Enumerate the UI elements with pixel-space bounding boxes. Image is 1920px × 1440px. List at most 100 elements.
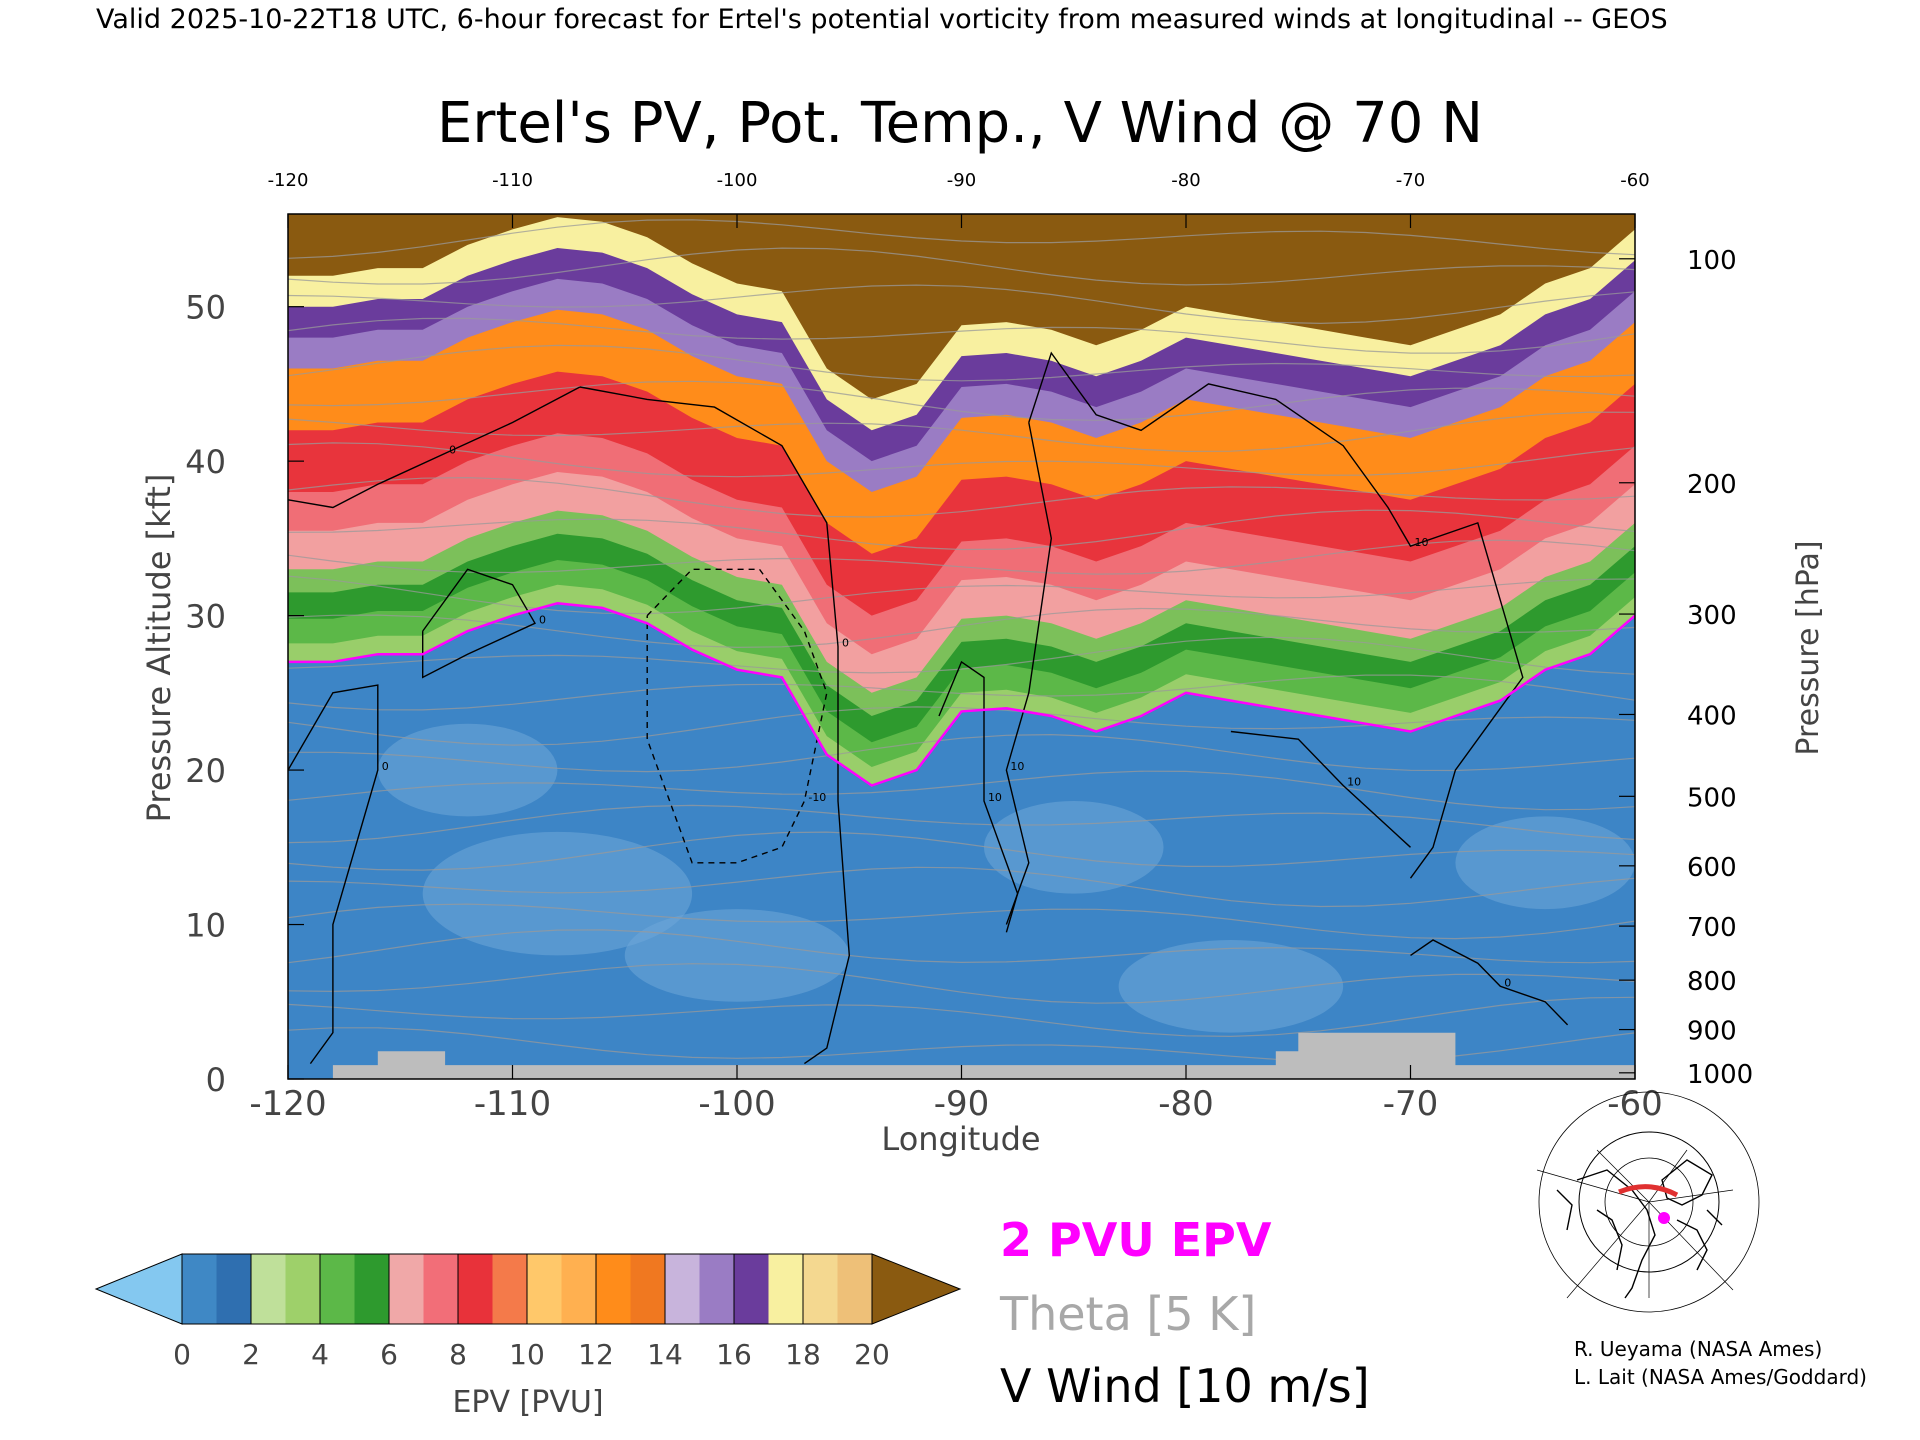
colorbar-bin [423,1254,459,1324]
epv-color-field [288,214,1635,1079]
y-tick-label: 50 [185,289,226,327]
v-wind-contour-1 [288,386,581,509]
v-wind-contour-6 [938,660,1019,933]
theta-contour-22 [288,317,1635,354]
colorbar-tick-label: 12 [578,1338,614,1371]
plot-area: 0 0 0 0 10 10 10 10 0 -10 [288,214,1635,1079]
colorbar-tick-label: 0 [173,1338,191,1371]
v-wind-contour-8 [1410,939,1569,1026]
colorbar-under-arrow [94,1253,183,1325]
y-tick-label: 0 [206,1061,226,1099]
theta-contour-5 [288,866,1635,908]
terrain-fill [288,1032,1635,1079]
colorbar-tick-label: 4 [311,1338,329,1371]
colorbar-bin [182,1254,217,1324]
theta-contour-21 [288,344,1635,382]
epv-band-11 [288,214,1635,400]
colorbar-bin [320,1254,355,1324]
pressure-tick-label: 100 [1687,246,1737,276]
colorbar-bin [803,1254,838,1324]
theta-contour-25 [288,219,1635,259]
x-top-tick-label: -70 [1396,170,1425,191]
colorbar-label: EPV [PVU] [452,1385,603,1420]
colorbar-bin [596,1254,631,1324]
theta-contour-20 [288,380,1635,421]
credit-line-1: R. Ueyama (NASA Ames) [1574,1337,1822,1361]
pressure-tick-label: 200 [1687,470,1737,500]
colorbar-bin [527,1254,562,1324]
valid-time-header: Valid 2025-10-22T18 UTC, 6-hour forecast… [96,4,1668,35]
pressure-tick-label: 300 [1687,601,1737,631]
v-wind-contour-label: 10 [1415,536,1429,549]
theta-contour-12 [288,636,1635,675]
v-wind-contour-2 [288,684,379,1065]
credit-line-2: L. Lait (NASA Ames/Goddard) [1574,1365,1867,1389]
theta-contour-23 [288,284,1635,325]
y-tick-label: 40 [185,443,226,481]
colorbar-tick-label: 14 [647,1338,683,1371]
colorbar-bin [354,1254,390,1324]
pressure-tick-label: 1000 [1687,1060,1753,1090]
y-tick-label: 20 [185,752,226,790]
theta-contour-18 [288,442,1635,478]
x-axis-bottom: -120 -110 -100 -90 -80 -70 -60 [249,1065,1663,1124]
x-tick-label: -110 [474,1084,551,1124]
x-top-tick-label: -120 [268,170,309,191]
theta-contour-3 [288,929,1635,964]
v-wind-contour-label: 0 [449,443,456,456]
theta-contour-7 [288,804,1635,844]
colorbar-bin [561,1254,597,1324]
v-wind-contour-label: 0 [1504,976,1511,989]
v-wind-contour-label: 10 [988,791,1002,804]
colorbar-bin [699,1254,735,1324]
legend-theta: Theta [5 K] [999,1287,1256,1341]
colorbar-tick-label: 20 [854,1338,890,1371]
light-epv-patch-0 [422,831,693,956]
x-tick-label: -80 [1158,1084,1214,1124]
theta-contour-2 [288,963,1635,1004]
pressure-tick-label: 400 [1687,701,1737,731]
x-top-tick-label: -60 [1620,170,1649,191]
colorbar-bin [251,1254,286,1324]
theta-contour-15 [288,539,1635,575]
theta-contour-4 [288,903,1635,940]
x-tick-label: -60 [1607,1084,1663,1124]
colorbar-bin [768,1254,804,1324]
colorbar-bin [216,1254,252,1324]
v-wind-contour-label: 0 [539,613,546,626]
v-wind-contour-label: -10 [808,791,826,804]
v-wind-contour-7 [1230,730,1411,848]
theta-contour-24 [288,247,1635,286]
colorbar-bin [492,1254,528,1324]
x-axis-top: -120 -110 -100 -90 -80 -70 -60 [268,170,1650,228]
legend-vwind: V Wind [10 m/s] [1000,1359,1370,1413]
light-epv-patch-3 [1118,939,1344,1033]
colorbar-bin [285,1254,321,1324]
y-axis-left: 0 10 20 30 40 50 [185,289,304,1099]
light-epv-patch-1 [624,909,850,1002]
v-wind-contours: 0 0 0 0 10 10 10 10 0 -10 [288,351,1569,1065]
pressure-tick-label: 700 [1687,913,1737,943]
chart-title: Ertel's PV, Pot. Temp., V Wind @ 70 N [437,91,1483,156]
theta-contour-13 [288,607,1635,649]
theta-contour-14 [288,575,1635,615]
v-wind-contour-0 [579,386,851,1065]
y-tick-label: 30 [185,598,226,636]
x-tick-label: -100 [698,1084,775,1124]
theta-contour-16 [288,509,1635,551]
y-axis-label: Pressure Altitude [kft] [140,474,178,823]
x-top-tick-label: -80 [1171,170,1200,191]
light-epv-patch-4 [1455,816,1635,910]
pressure-tick-label: 500 [1687,783,1737,813]
light-epv-patch-2 [983,800,1164,894]
theta-contour-11 [288,674,1635,711]
x-tick-label: -70 [1383,1084,1439,1124]
pv2-contour-line [288,602,1635,787]
polar-locator-map-icon [1536,1091,1760,1313]
pressure-tick-label: 800 [1687,967,1737,997]
colorbar-bin [734,1254,769,1324]
v-wind-contour-5 [1005,422,1053,925]
colorbar-tick-label: 8 [449,1338,467,1371]
